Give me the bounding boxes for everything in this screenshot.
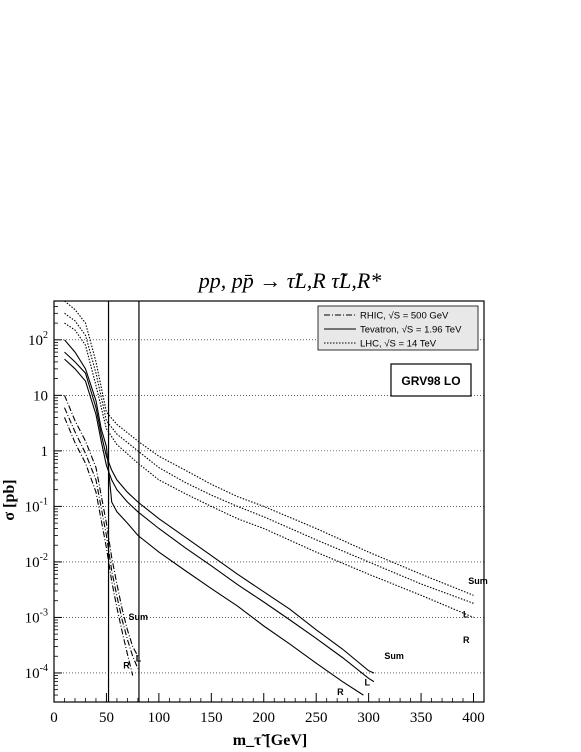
x-tick-label: 300: [357, 710, 380, 726]
annotation-text: GRV98 LO: [401, 374, 460, 388]
series-tevatron-l: [64, 358, 375, 683]
y-axis-label: σ [pb]: [1, 479, 18, 520]
series-lhc-l: [64, 312, 474, 604]
chart-title: pp, pp̄ → τ̃L,R τ̃L,R*: [197, 268, 382, 293]
curve-label: L: [136, 654, 142, 664]
series-lines: [63, 300, 474, 696]
annotation-box: [390, 363, 472, 397]
curve-label: Sum: [384, 651, 404, 661]
curve-label: Sum: [468, 576, 488, 586]
annotation: GRV98 LO: [390, 363, 472, 397]
x-axis-label: m_τ̃ [GeV]: [233, 732, 307, 749]
x-tick-label: 350: [410, 710, 433, 726]
curve-label: L: [463, 609, 469, 619]
legend-label: Tevatron, √S = 1.96 TeV: [360, 325, 462, 336]
y-tick-label: 10: [33, 388, 48, 404]
series-rhic-r: [63, 417, 134, 676]
series-rhic-l: [63, 407, 139, 669]
curve-label: R: [123, 661, 130, 671]
x-tick-label: 400: [462, 710, 485, 726]
x-tick-label: 0: [50, 710, 58, 726]
y-tick-label: 1: [41, 444, 49, 460]
y-tick-label: 10-2: [25, 552, 48, 571]
curve-label: Sum: [128, 612, 148, 622]
y-tick-label: 10-4: [25, 663, 48, 682]
curve-label: R: [337, 687, 344, 697]
curve-label: R: [463, 635, 470, 645]
legend-label: RHIC, √S = 500 GeV: [360, 311, 449, 322]
x-tick-label: 100: [148, 710, 171, 726]
series-tevatron-r: [64, 339, 364, 696]
plot-frame: [53, 300, 485, 703]
y-axis-ticks: 102 10 1 10-1 10-2 10-3 10-4: [25, 300, 62, 703]
legend: RHIC, √S = 500 GeV Tevatron, √S = 1.96 Te…: [317, 305, 479, 351]
series-tevatron-sum: [64, 351, 375, 674]
x-tick-label: 50: [99, 710, 114, 726]
series-lhc-sum: [64, 300, 474, 596]
vertical-reference-lines: [107, 301, 140, 702]
legend-label: LHC, √S = 14 TeV: [360, 339, 437, 350]
curve-label: L: [364, 677, 370, 687]
x-tick-label: 250: [305, 710, 328, 726]
x-axis-ticks: 0 50 100 150 200 250 300 350 400: [50, 693, 485, 726]
series-rhic-sum: [63, 395, 139, 657]
series-lhc-r: [64, 322, 474, 618]
y-tick-label: 10-1: [25, 496, 48, 515]
legend-box: [317, 305, 479, 351]
x-tick-label: 200: [253, 710, 276, 726]
x-tick-label: 150: [200, 710, 223, 726]
y-tick-label: 10-3: [25, 607, 48, 626]
y-tick-label: 102: [28, 330, 48, 349]
